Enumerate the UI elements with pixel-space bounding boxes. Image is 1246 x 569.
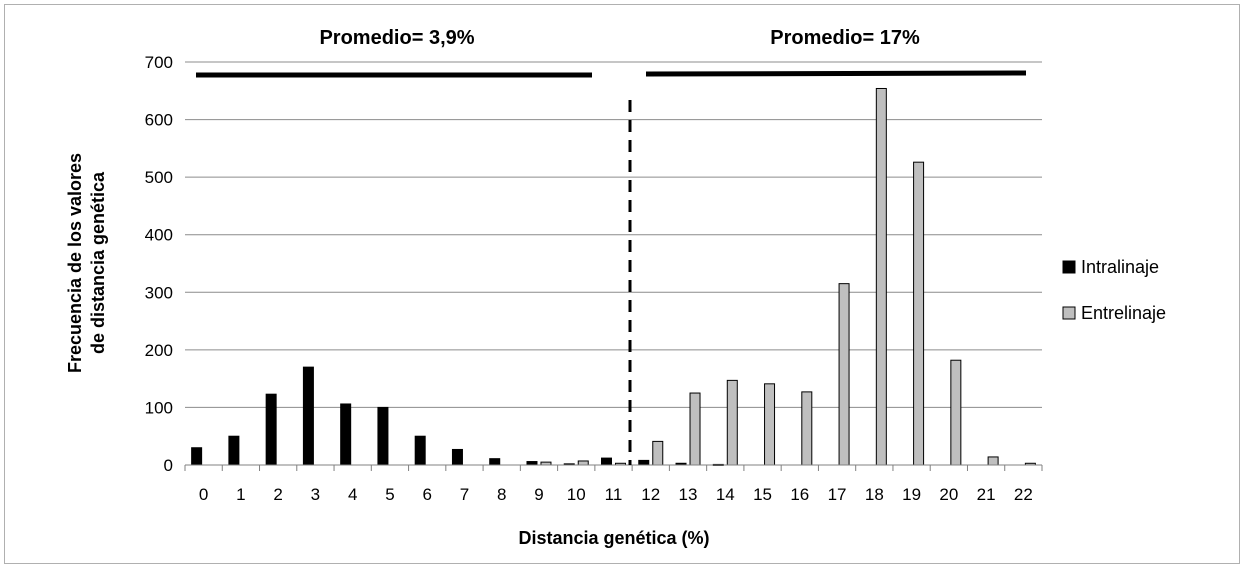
bar-intralinaje-12	[638, 459, 650, 466]
x-tick-label: 5	[385, 485, 394, 504]
bars	[191, 87, 1036, 466]
bar-intralinaje-0	[191, 447, 203, 466]
y-axis-title-line2: de distancia genética	[88, 171, 108, 354]
bar-entrelinaje-20	[950, 359, 962, 466]
x-tick-label: 4	[348, 485, 357, 504]
bar-intralinaje-3	[302, 366, 314, 466]
bar-intralinaje-8	[489, 458, 501, 466]
right-range-line	[645, 70, 1027, 77]
y-tick-label: 700	[145, 53, 173, 72]
x-tick-label: 19	[902, 485, 921, 504]
bar-intralinaje-1	[228, 435, 240, 466]
bar-entrelinaje-19	[913, 161, 925, 466]
y-tick-label: 0	[164, 456, 173, 475]
x-tick-label: 7	[460, 485, 469, 504]
bar-intralinaje-7	[451, 448, 463, 466]
legend-label-intralinaje: Intralinaje	[1081, 257, 1159, 277]
bar-entrelinaje-10	[577, 460, 589, 466]
x-tick-label: 0	[199, 485, 208, 504]
x-tick-label: 9	[534, 485, 543, 504]
y-tick-labels: 0 100 200 300 400 500 600 700	[145, 53, 173, 475]
x-tick-labels: 0 1 2 3 4 5 6 7 8 9 10 11 12 13 14 15 16 17 18 19 20 21 22	[184, 465, 1043, 504]
x-tick-label: 14	[716, 485, 735, 504]
x-tick-label: 11	[605, 485, 623, 504]
bar-entrelinaje-21	[987, 456, 999, 466]
x-tick-label: 3	[311, 485, 320, 504]
x-tick-label: 15	[753, 485, 772, 504]
y-tick-label: 200	[145, 341, 173, 360]
left-mean-label: Promedio= 3,9%	[319, 27, 474, 49]
bar-entrelinaje-14	[726, 379, 738, 466]
x-tick-label: 13	[679, 485, 698, 504]
y-tick-label: 300	[145, 283, 173, 302]
x-tick-label: 20	[939, 485, 958, 504]
x-tick-label: 12	[641, 485, 660, 504]
bar-intralinaje-11	[601, 457, 612, 466]
x-axis-title: Distancia genética (%)	[518, 528, 709, 548]
x-tick-label: 10	[567, 485, 586, 504]
gridlines	[185, 61, 1042, 408]
bar-entrelinaje-16	[801, 391, 813, 466]
bar-entrelinaje-15	[764, 383, 776, 466]
bar-intralinaje-4	[340, 403, 352, 466]
bar-entrelinaje-18	[875, 87, 887, 466]
x-tick-label: 21	[977, 485, 996, 504]
legend-swatch-intralinaje	[1062, 260, 1076, 274]
y-tick-label: 600	[145, 111, 173, 130]
bar-entrelinaje-17	[838, 283, 850, 466]
legend: Intralinaje Entrelinaje	[1062, 257, 1166, 323]
x-tick-label: 1	[236, 485, 245, 504]
x-tick-label: 16	[790, 485, 809, 504]
bar-intralinaje-2	[265, 393, 277, 466]
y-tick-label: 400	[145, 226, 173, 245]
right-mean-label: Promedio= 17%	[770, 27, 920, 49]
y-tick-label: 500	[145, 168, 173, 187]
y-axis-title-line1: Frecuencia de los valores	[65, 153, 85, 373]
y-tick-label: 100	[145, 398, 173, 417]
x-tick-label: 6	[422, 485, 431, 504]
bar-intralinaje-6	[414, 435, 426, 466]
x-tick-label: 17	[828, 485, 847, 504]
x-tick-label: 22	[1014, 485, 1033, 504]
legend-swatch-entrelinaje	[1062, 306, 1076, 320]
bar-intralinaje-5	[377, 406, 389, 466]
chart-frame	[4, 4, 1240, 564]
x-tick-label: 18	[865, 485, 884, 504]
bar-intralinaje-9	[526, 461, 538, 466]
x-tick-label: 2	[273, 485, 282, 504]
bar-entrelinaje-12	[652, 440, 664, 466]
x-tick-label: 8	[497, 485, 506, 504]
legend-label-entrelinaje: Entrelinaje	[1081, 303, 1166, 323]
bar-entrelinaje-13	[689, 392, 701, 466]
